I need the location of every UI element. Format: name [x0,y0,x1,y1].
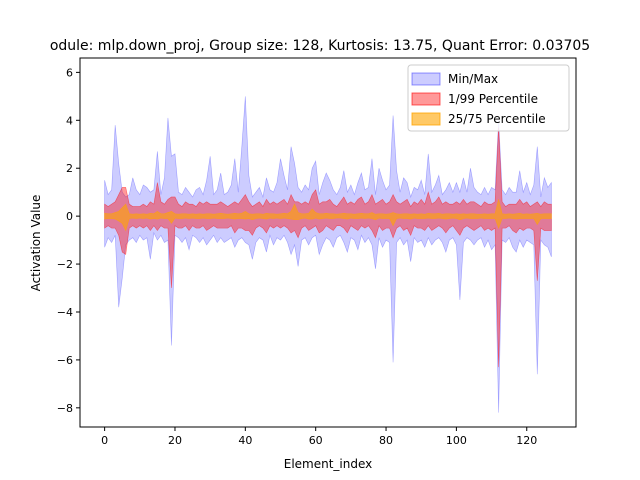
y-tick-label: 2 [66,162,73,175]
legend-box [407,64,570,132]
x-tick-label: 40 [238,434,252,447]
band-minmax [104,96,552,413]
x-axis-label: Element_index [284,457,373,471]
y-tick-label: 6 [66,66,73,79]
plot-area [104,96,552,413]
axes: 0 20 40 60 80 100 120 −8 −6 −4 −2 0 2 4 6 [57,57,577,447]
x-tick-label: 0 [101,434,108,447]
y-axis-label: Activation Value [29,195,43,292]
y-tick-label: −2 [57,258,73,271]
legend-label-p1_99: 1/99 Percentile [448,92,538,106]
legend-swatch-p25_75 [411,112,441,126]
legend-swatch-minmax [411,72,441,86]
chart-title: odule: mlp.down_proj, Group size: 128, K… [50,38,590,54]
y-tick-label: −4 [57,306,73,319]
legend-label-minmax: Min/Max [448,72,498,86]
x-tick-label: 60 [309,434,323,447]
y-tick-label: −8 [57,402,73,415]
legend-swatch-p1_99 [411,92,441,106]
band-p1_99 [104,127,552,368]
x-tick-label: 20 [168,434,182,447]
y-tick-label: 0 [66,210,73,223]
legend: Min/Max 1/99 Percentile 25/75 Percentile [407,64,570,132]
y-tick-label: −6 [57,354,73,367]
x-tick-label: 120 [516,434,537,447]
axes-frame [79,57,577,428]
y-tick-label: 4 [66,114,73,127]
x-tick-label: 80 [379,434,393,447]
x-tick-label: 100 [446,434,467,447]
band-p25_75 [104,199,552,232]
legend-label-p25_75: 25/75 Percentile [448,112,546,126]
